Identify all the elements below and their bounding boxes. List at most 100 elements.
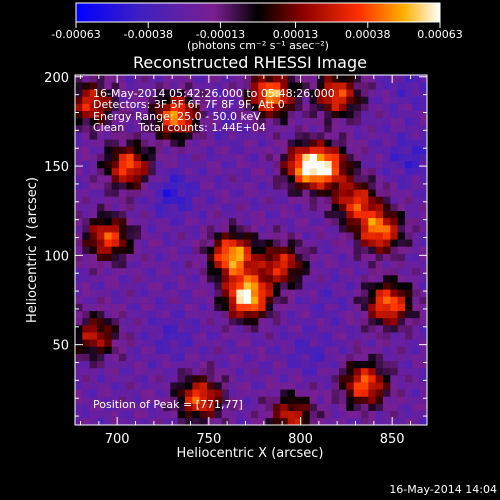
heatmap-cell — [148, 275, 156, 283]
heatmap-cell — [273, 317, 281, 326]
heatmap-cell — [207, 232, 215, 240]
heatmap-cell — [361, 360, 369, 369]
heatmap-cell — [251, 103, 259, 112]
heatmap-cell — [207, 182, 215, 190]
heatmap-cell — [302, 353, 310, 362]
heatmap-cell — [75, 382, 83, 390]
heatmap-cell — [324, 253, 332, 262]
heatmap-cell — [309, 375, 318, 383]
heatmap-cell — [361, 310, 369, 319]
heatmap-cell — [295, 82, 303, 90]
heatmap-cell — [353, 353, 362, 362]
heatmap-cell — [75, 310, 83, 319]
heatmap-cell — [331, 182, 340, 190]
heatmap-cell — [104, 75, 112, 83]
heatmap-cell — [148, 139, 156, 147]
heatmap-cell — [383, 89, 391, 97]
heatmap-cell — [405, 375, 413, 383]
heatmap-cell — [170, 217, 178, 226]
heatmap-cell — [177, 175, 186, 183]
heatmap-cell — [185, 125, 193, 133]
heatmap-cell — [405, 117, 413, 126]
heatmap-cell — [273, 375, 281, 383]
heatmap-cell — [317, 403, 325, 412]
heatmap-cell — [331, 382, 340, 390]
heatmap-cell — [199, 189, 208, 197]
heatmap-cell — [361, 203, 369, 212]
heatmap-cell — [119, 339, 127, 347]
heatmap-cell — [229, 103, 237, 112]
heatmap-cell — [419, 75, 427, 83]
heatmap-cell — [287, 367, 296, 376]
heatmap-cell — [339, 260, 347, 269]
heatmap-cell — [97, 89, 105, 97]
heatmap-cell — [419, 103, 427, 112]
heatmap-cell — [170, 367, 178, 376]
heatmap-cell — [243, 389, 252, 397]
heatmap-cell — [280, 353, 288, 362]
heatmap-cell — [207, 96, 215, 104]
heatmap-cell — [390, 275, 398, 283]
heatmap-cell — [397, 275, 406, 283]
heatmap-cell — [243, 196, 252, 204]
heatmap-cell — [104, 246, 112, 254]
heatmap-cell — [163, 253, 171, 262]
heatmap-cell — [199, 367, 208, 376]
heatmap-cell — [383, 160, 391, 169]
heatmap-cell — [397, 175, 406, 183]
heatmap-cell — [302, 382, 310, 390]
heatmap-cell — [177, 182, 186, 190]
heatmap-cell — [119, 239, 127, 247]
heatmap-cell — [302, 403, 310, 412]
heatmap-cell — [390, 260, 398, 269]
heatmap-cell — [258, 346, 266, 354]
heatmap-cell — [419, 160, 427, 169]
heatmap-cell — [405, 132, 413, 140]
heatmap-cell — [383, 246, 391, 254]
heatmap-cell — [141, 267, 149, 276]
heatmap-cell — [251, 125, 259, 133]
heatmap-cell — [104, 117, 112, 126]
heatmap-cell — [155, 203, 164, 212]
heatmap-cell — [309, 132, 318, 140]
heatmap-cell — [214, 332, 222, 340]
heatmap-cell — [221, 410, 230, 419]
heatmap-cell — [111, 139, 120, 147]
heatmap-cell — [368, 167, 376, 176]
heatmap-cell — [397, 117, 406, 126]
heatmap-cell — [353, 146, 362, 154]
heatmap-cell — [141, 196, 149, 204]
heatmap-cell — [111, 225, 120, 233]
heatmap-cell — [155, 410, 164, 419]
heatmap-cell — [353, 367, 362, 376]
heatmap-cell — [214, 396, 222, 404]
heatmap-cell — [236, 253, 244, 262]
heatmap-cell — [126, 203, 134, 212]
heatmap-cell — [317, 203, 325, 212]
heatmap-cell — [148, 103, 156, 112]
heatmap-cell — [170, 410, 178, 419]
heatmap-cell — [126, 289, 134, 297]
heatmap-cell — [133, 153, 142, 162]
heatmap-cell — [295, 310, 303, 319]
heatmap-cell — [295, 253, 303, 262]
heatmap-cell — [214, 317, 222, 326]
heatmap-cell — [141, 396, 149, 404]
heatmap-cell — [280, 403, 288, 412]
heatmap-cell — [104, 353, 112, 362]
heatmap-cell — [258, 139, 266, 147]
heatmap-cell — [287, 89, 296, 97]
heatmap-cell — [353, 410, 362, 419]
heatmap-cell — [111, 89, 120, 97]
heatmap-cell — [295, 125, 303, 133]
heatmap-cell — [412, 160, 420, 169]
heatmap-cell — [111, 160, 120, 169]
heatmap-cell — [280, 332, 288, 340]
heatmap-cell — [375, 246, 384, 254]
heatmap-cell — [302, 289, 310, 297]
heatmap-cell — [375, 89, 384, 97]
heatmap-cell — [243, 296, 252, 304]
heatmap-cell — [119, 410, 127, 419]
heatmap-cell — [111, 246, 120, 254]
heatmap-cell — [133, 353, 142, 362]
